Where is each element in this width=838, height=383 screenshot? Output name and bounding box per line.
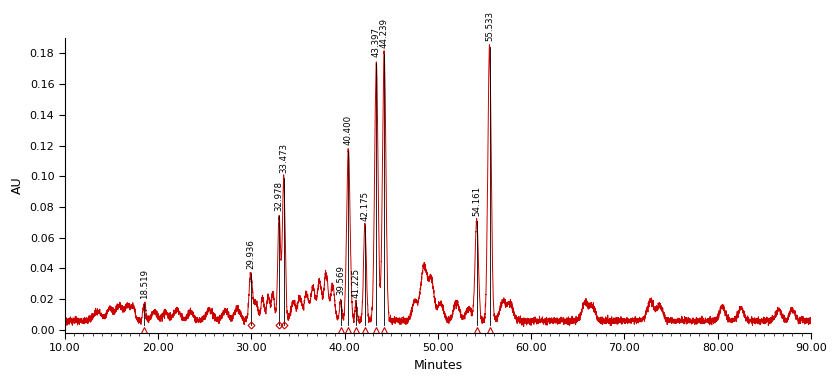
X-axis label: Minutes: Minutes [413,359,463,372]
Text: 33.473: 33.473 [279,142,288,173]
Text: 42.175: 42.175 [360,191,370,221]
Text: 54.161: 54.161 [473,186,481,216]
Text: 29.936: 29.936 [246,239,256,269]
Text: 40.400: 40.400 [344,115,353,145]
Text: 18.519: 18.519 [140,269,149,299]
Text: 41.225: 41.225 [352,268,360,298]
Text: 39.569: 39.569 [336,265,345,295]
Text: 32.978: 32.978 [275,181,283,211]
Text: 55.533: 55.533 [485,11,494,41]
Text: 43.397: 43.397 [372,27,380,57]
Y-axis label: AU: AU [11,177,24,194]
Text: 44.239: 44.239 [380,18,389,48]
